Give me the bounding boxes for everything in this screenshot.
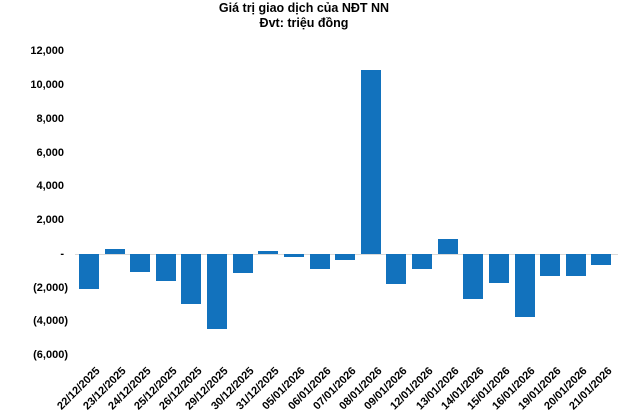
bar xyxy=(309,254,330,270)
y-axis-tick-label: (2,000) xyxy=(33,281,68,294)
bar xyxy=(232,254,253,274)
bar xyxy=(437,238,458,255)
chart-title: Giá trị giao dịch của NĐT NN xyxy=(218,1,390,15)
bar xyxy=(283,254,304,257)
bar xyxy=(463,254,484,299)
y-axis-tick-label: 10,000 xyxy=(30,79,64,92)
y-axis-tick-label: 8,000 xyxy=(36,112,64,125)
bar xyxy=(488,254,509,284)
bar xyxy=(591,254,612,265)
chart-subtitle: Đvt: triệu đồng xyxy=(259,16,349,30)
y-axis-tick-label: (4,000) xyxy=(33,315,68,328)
bar xyxy=(514,254,535,318)
bar xyxy=(335,254,356,260)
bar xyxy=(360,70,381,255)
bar xyxy=(181,254,202,305)
bar xyxy=(412,254,433,269)
bar xyxy=(130,254,151,272)
bar xyxy=(155,254,176,281)
bar xyxy=(386,254,407,284)
bar xyxy=(79,254,99,290)
y-axis-tick-label: 4,000 xyxy=(36,180,64,193)
bar xyxy=(540,254,561,277)
y-axis-tick-label: 12,000 xyxy=(30,45,64,58)
y-axis-tick-label: (6,000) xyxy=(33,349,68,362)
y-axis-tick-label: 2,000 xyxy=(36,214,64,227)
bar xyxy=(207,254,228,330)
bar xyxy=(258,250,279,255)
y-axis-tick-label: 6,000 xyxy=(36,146,64,159)
bar xyxy=(565,254,586,277)
bar xyxy=(104,249,125,255)
y-axis-tick-label: - xyxy=(60,247,64,260)
